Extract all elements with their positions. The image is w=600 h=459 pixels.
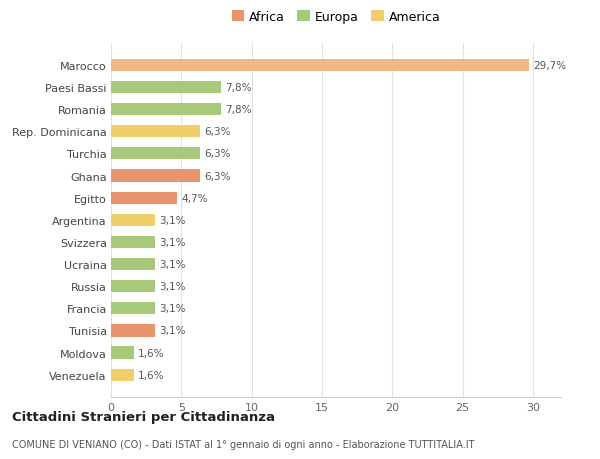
Text: 3,1%: 3,1% bbox=[159, 304, 185, 313]
Bar bbox=[111, 148, 200, 160]
Bar bbox=[111, 280, 155, 293]
Legend: Africa, Europa, America: Africa, Europa, America bbox=[229, 9, 443, 27]
Text: 3,1%: 3,1% bbox=[159, 215, 185, 225]
Bar bbox=[111, 347, 133, 359]
Text: 6,3%: 6,3% bbox=[204, 127, 230, 137]
Bar bbox=[111, 325, 155, 337]
Bar bbox=[111, 126, 200, 138]
Text: 29,7%: 29,7% bbox=[533, 61, 566, 71]
Text: 7,8%: 7,8% bbox=[225, 105, 251, 115]
Text: 3,1%: 3,1% bbox=[159, 259, 185, 269]
Bar bbox=[111, 214, 155, 226]
Bar bbox=[111, 369, 133, 381]
Text: 1,6%: 1,6% bbox=[138, 370, 164, 380]
Text: 6,3%: 6,3% bbox=[204, 171, 230, 181]
Bar bbox=[111, 236, 155, 248]
Bar bbox=[111, 302, 155, 315]
Bar bbox=[111, 82, 221, 94]
Text: 7,8%: 7,8% bbox=[225, 83, 251, 93]
Text: 3,1%: 3,1% bbox=[159, 237, 185, 247]
Bar bbox=[111, 258, 155, 270]
Bar bbox=[111, 192, 177, 204]
Text: Cittadini Stranieri per Cittadinanza: Cittadini Stranieri per Cittadinanza bbox=[12, 410, 275, 423]
Text: COMUNE DI VENIANO (CO) - Dati ISTAT al 1° gennaio di ogni anno - Elaborazione TU: COMUNE DI VENIANO (CO) - Dati ISTAT al 1… bbox=[12, 440, 475, 449]
Text: 4,7%: 4,7% bbox=[181, 193, 208, 203]
Bar bbox=[111, 60, 529, 72]
Text: 3,1%: 3,1% bbox=[159, 281, 185, 291]
Bar bbox=[111, 104, 221, 116]
Text: 6,3%: 6,3% bbox=[204, 149, 230, 159]
Text: 3,1%: 3,1% bbox=[159, 326, 185, 336]
Bar bbox=[111, 170, 200, 182]
Text: 1,6%: 1,6% bbox=[138, 348, 164, 358]
